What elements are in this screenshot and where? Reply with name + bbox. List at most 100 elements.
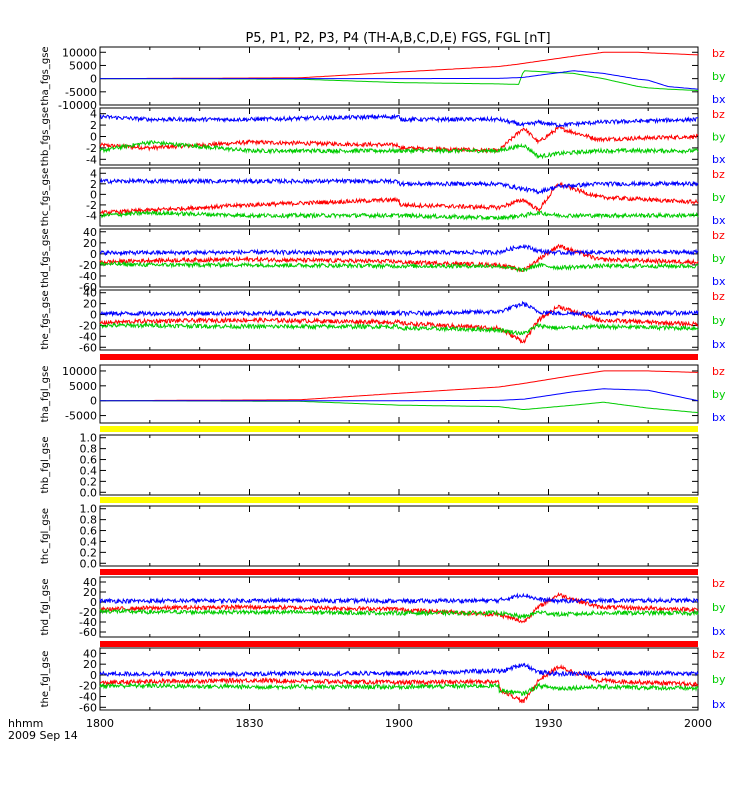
y-tick-label: 5000 <box>69 59 97 72</box>
y-tick-label: 1.0 <box>80 432 98 445</box>
y-tick-label: -4 <box>86 153 97 166</box>
y-tick-label: -20 <box>79 606 97 619</box>
flag-bar <box>100 569 698 575</box>
legend-bz: bz <box>712 47 725 60</box>
y-tick-label: -2 <box>86 142 97 155</box>
y-tick-label: 20 <box>83 298 97 311</box>
y-axis-label: thb_fgl_gse <box>40 437 51 494</box>
y-tick-label: -5000 <box>65 86 97 99</box>
y-tick-label: -2 <box>86 199 97 212</box>
panel-frame <box>99 434 699 496</box>
y-tick-label: 20 <box>83 658 97 671</box>
y-tick-label: 40 <box>83 647 97 660</box>
y-tick-label: 0.4 <box>80 464 98 477</box>
y-tick-label: -20 <box>79 680 97 693</box>
legend-bz: bz <box>712 577 725 590</box>
legend-by: by <box>712 601 726 614</box>
legend-bx: bx <box>712 214 726 227</box>
panel-thb_fgs_gse: 420-2-4 thb_fgs_gse bz by bx <box>40 107 726 167</box>
y-tick-label: 0 <box>90 395 97 408</box>
series-line-bz <box>99 663 699 704</box>
panel-frame <box>99 46 699 106</box>
y-tick-label: 0 <box>90 73 97 86</box>
y-tick-label: 10000 <box>62 365 97 378</box>
y-tick-label: -10000 <box>58 99 97 112</box>
legend-bx: bx <box>712 338 726 351</box>
legend-bx: bx <box>712 411 726 424</box>
y-tick-label: 20 <box>83 237 97 250</box>
panel-tha_fgl_gse: 10000 5000 0 -5000 tha_fgl_gse bz by bx <box>40 364 726 424</box>
y-tick-label: -40 <box>79 691 97 704</box>
y-tick-label: 0.2 <box>80 546 98 559</box>
y-tick-label: 0.8 <box>80 443 98 456</box>
series-line-by <box>99 260 699 273</box>
panel-frame <box>99 505 699 567</box>
legend-by: by <box>712 70 726 83</box>
y-tick-label: 0.0 <box>80 557 98 570</box>
series-line-by <box>99 682 699 697</box>
legend-bx: bx <box>712 625 726 638</box>
series-line-bx <box>100 177 699 195</box>
legend-bz: bz <box>712 229 725 242</box>
y-tick-label: 0 <box>90 131 97 144</box>
y-tick-label: 20 <box>83 586 97 599</box>
y-tick-label: 0 <box>90 669 97 682</box>
flag-bar <box>100 641 698 647</box>
flag-bar <box>100 354 698 360</box>
x-tick-label: 1930 <box>535 717 563 730</box>
x-tick-label: 1830 <box>236 717 264 730</box>
y-tick-label: 0.8 <box>80 514 98 527</box>
panel-frame <box>99 364 699 424</box>
y-tick-label: -4 <box>86 209 97 222</box>
legend-bz: bz <box>712 108 725 121</box>
x-tick-label: 2000 <box>684 717 712 730</box>
legend-bx: bx <box>712 93 726 106</box>
x-axis: 1800 1830 1900 1930 2000 <box>86 717 712 730</box>
series-line-by <box>99 209 699 221</box>
series-line-bx <box>99 113 699 128</box>
panel-thc_fgl_gse: 1.00.80.60.40.20.0 thc_fgl_gse <box>40 503 699 570</box>
y-tick-label: -60 <box>79 701 97 714</box>
series-line-bz <box>100 370 698 402</box>
legend-by: by <box>712 131 726 144</box>
series-line-bz <box>99 125 699 154</box>
legend-bz: bz <box>712 168 725 181</box>
series-line-bx <box>99 244 699 257</box>
y-tick-label: -60 <box>79 626 97 639</box>
series-line-bz <box>99 304 699 344</box>
y-axis-label: thb_fgs_gse <box>40 107 51 166</box>
y-tick-label: 2 <box>90 178 97 191</box>
y-tick-label: 0.2 <box>80 475 98 488</box>
y-tick-label: -60 <box>79 281 97 294</box>
y-tick-label: 10000 <box>62 46 97 59</box>
y-tick-label: 0.0 <box>80 486 98 499</box>
flag-bar <box>100 426 698 432</box>
x-tick-label: 1800 <box>86 717 114 730</box>
y-axis-label: the_fgs_gse <box>40 290 51 349</box>
y-axis-label: thc_fgs_gse <box>40 168 51 227</box>
y-tick-label: -40 <box>79 330 97 343</box>
legend-by: by <box>712 673 726 686</box>
y-axis-label: thd_fgs_gse <box>40 228 51 287</box>
series-line-bx <box>99 300 699 318</box>
legend-by: by <box>712 191 726 204</box>
legend-bz: bz <box>712 365 725 378</box>
y-tick-label: -40 <box>79 616 97 629</box>
y-axis-label: the_fgl_gse <box>40 651 51 708</box>
y-tick-label: 4 <box>90 108 97 121</box>
legend-bx: bx <box>712 698 726 711</box>
series-line-by <box>99 321 699 336</box>
y-tick-label: -5000 <box>65 410 97 423</box>
y-tick-label: -20 <box>79 259 97 272</box>
y-tick-label: 0 <box>90 188 97 201</box>
legend-bx: bx <box>712 275 726 288</box>
series-line-by <box>99 607 699 620</box>
chart-title: P5, P1, P2, P3, P4 (TH-A,B,C,D,E) FGS, F… <box>245 31 550 46</box>
